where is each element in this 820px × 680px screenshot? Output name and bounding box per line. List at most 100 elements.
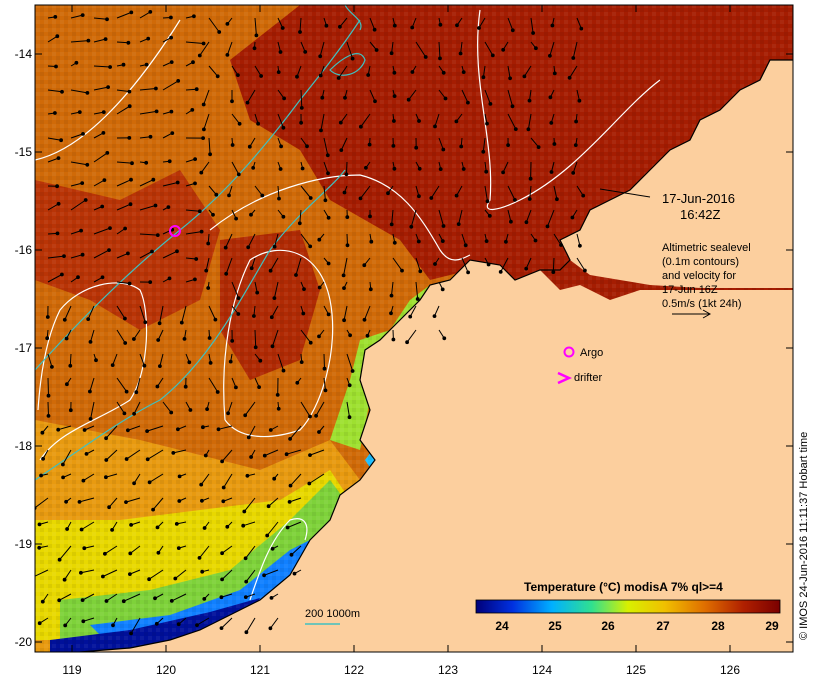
velocity-arrow-head xyxy=(206,286,211,290)
velocity-arrow-head xyxy=(103,551,107,556)
velocity-arrow-head xyxy=(158,364,162,369)
lon-tick-label: 124 xyxy=(531,663,553,677)
velocity-arrow-head xyxy=(85,162,90,167)
velocity-arrow xyxy=(147,449,164,460)
velocity-arrow-head xyxy=(423,55,428,59)
velocity-arrow-head xyxy=(207,336,212,340)
velocity-arrow xyxy=(116,105,130,115)
velocity-arrow-head xyxy=(61,462,65,467)
velocity-arrow xyxy=(47,89,63,93)
velocity-arrow xyxy=(93,38,106,43)
velocity-arrow-head xyxy=(358,196,363,201)
velocity-arrow-head xyxy=(79,570,83,575)
velocity-arrow xyxy=(135,377,141,393)
velocity-arrow-head xyxy=(147,577,152,582)
velocity-arrow-head xyxy=(255,290,260,295)
velocity-arrow xyxy=(93,227,111,235)
velocity-arrow-head xyxy=(297,221,302,226)
lon-tick-label: 122 xyxy=(343,663,365,677)
velocity-arrow xyxy=(572,161,578,174)
velocity-arrow-head xyxy=(577,98,582,103)
velocity-arrow-head xyxy=(129,177,133,182)
velocity-arrow-head xyxy=(236,312,241,316)
velocity-arrow xyxy=(231,113,240,125)
velocity-arrow xyxy=(105,449,118,461)
velocity-arrow-head xyxy=(454,193,459,198)
velocity-arrow-head xyxy=(80,252,85,257)
velocity-arrow xyxy=(90,401,95,419)
velocity-arrow xyxy=(408,89,417,101)
velocity-arrow xyxy=(507,185,516,201)
velocity-arrow xyxy=(277,353,284,371)
velocity-arrow-head xyxy=(441,147,446,152)
velocity-arrow xyxy=(299,209,302,224)
colorbar xyxy=(475,599,781,614)
velocity-arrow-head xyxy=(215,390,220,394)
velocity-arrow-head xyxy=(323,388,328,393)
velocity-arrow xyxy=(289,425,302,440)
velocity-arrow-head xyxy=(243,595,248,599)
velocity-arrow xyxy=(116,179,132,187)
velocity-arrow-head xyxy=(281,368,286,373)
lat-tick-label: -17 xyxy=(14,341,32,355)
velocity-arrow xyxy=(410,209,417,227)
velocity-arrow xyxy=(369,17,376,30)
velocity-arrow xyxy=(106,593,118,602)
velocity-arrow-head xyxy=(220,577,225,582)
velocity-arrow-head xyxy=(570,215,575,220)
velocity-arrow-head xyxy=(194,257,199,261)
velocity-arrow-head xyxy=(524,220,529,225)
velocity-arrow-head xyxy=(124,389,129,394)
velocity-arrow-head xyxy=(308,453,312,458)
velocity-arrow-head xyxy=(166,205,171,210)
velocity-arrow-head xyxy=(102,178,107,183)
velocity-arrow-head xyxy=(433,262,437,266)
velocity-arrow-head xyxy=(62,577,67,582)
velocity-arrow-head xyxy=(242,509,247,514)
velocity-arrow-head xyxy=(142,363,147,368)
velocity-arrow xyxy=(171,593,187,602)
velocity-arrow-head xyxy=(61,475,65,480)
velocity-arrow-head xyxy=(46,414,51,418)
velocity-arrow xyxy=(547,209,555,227)
velocity-arrow xyxy=(500,257,509,273)
velocity-arrow-head xyxy=(506,143,511,148)
velocity-arrow-head xyxy=(129,10,134,15)
velocity-arrow-head xyxy=(258,358,263,363)
velocity-arrow xyxy=(572,41,578,59)
velocity-arrow xyxy=(340,137,348,151)
velocity-arrow-head xyxy=(195,623,199,627)
velocity-arrow xyxy=(231,281,239,299)
velocity-arrow-head xyxy=(88,389,92,394)
velocity-arrow-head xyxy=(127,104,132,109)
velocity-arrow-head xyxy=(167,276,172,281)
velocity-arrow xyxy=(264,449,279,457)
velocity-arrow-head xyxy=(104,458,109,462)
velocity-arrow-head xyxy=(513,127,518,132)
velocity-arrow-head xyxy=(176,546,181,550)
velocity-arrow-head xyxy=(536,145,541,150)
velocity-arrow xyxy=(323,137,329,156)
velocity-arrow xyxy=(231,161,240,175)
velocity-arrow xyxy=(127,425,141,431)
velocity-arrow-head xyxy=(176,79,181,83)
velocity-arrow-head xyxy=(392,166,397,171)
velocity-arrow-head xyxy=(76,275,80,280)
velocity-arrow xyxy=(323,377,326,391)
velocity-arrow xyxy=(93,152,108,163)
velocity-arrow-head xyxy=(288,437,293,441)
velocity-arrow xyxy=(525,209,532,223)
velocity-arrow xyxy=(203,89,210,105)
velocity-arrow xyxy=(87,305,95,320)
velocity-arrow xyxy=(271,305,279,318)
velocity-arrow-head xyxy=(268,428,273,432)
velocity-arrow-head xyxy=(391,144,396,148)
velocity-arrow xyxy=(203,113,210,130)
velocity-arrow-head xyxy=(308,196,313,200)
velocity-arrow-head xyxy=(126,251,130,256)
velocity-arrow-head xyxy=(524,266,529,271)
velocity-arrow-head xyxy=(79,527,84,532)
velocity-arrow-head xyxy=(45,336,50,341)
velocity-arrow-head xyxy=(486,262,491,267)
velocity-arrow-head xyxy=(56,156,61,161)
